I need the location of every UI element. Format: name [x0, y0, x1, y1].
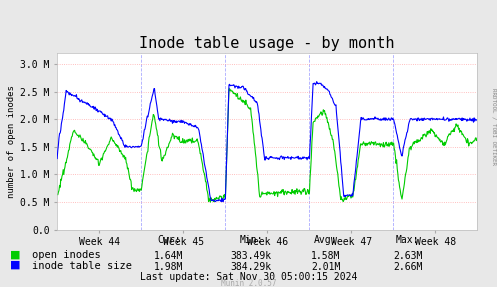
- Text: Last update: Sat Nov 30 05:00:15 2024: Last update: Sat Nov 30 05:00:15 2024: [140, 272, 357, 282]
- Text: 2.66M: 2.66M: [393, 262, 422, 272]
- Text: Cur:: Cur:: [157, 234, 181, 245]
- Text: 384.29k: 384.29k: [231, 262, 271, 272]
- Title: Inode table usage - by month: Inode table usage - by month: [139, 36, 395, 51]
- Text: Min:: Min:: [239, 234, 263, 245]
- Text: Munin 2.0.57: Munin 2.0.57: [221, 279, 276, 287]
- Text: 2.63M: 2.63M: [393, 251, 422, 261]
- Text: 2.01M: 2.01M: [311, 262, 340, 272]
- Text: 1.64M: 1.64M: [154, 251, 184, 261]
- Text: 383.49k: 383.49k: [231, 251, 271, 261]
- Text: 1.98M: 1.98M: [154, 262, 184, 272]
- Text: RRDTOOL / TOBI OETIKER: RRDTOOL / TOBI OETIKER: [491, 88, 496, 165]
- Text: Max:: Max:: [396, 234, 419, 245]
- Text: open inodes: open inodes: [32, 250, 101, 260]
- Text: 1.58M: 1.58M: [311, 251, 340, 261]
- Text: Avg:: Avg:: [314, 234, 337, 245]
- Text: ■: ■: [10, 249, 20, 259]
- Text: ■: ■: [10, 260, 20, 270]
- Text: inode table size: inode table size: [32, 261, 132, 271]
- Y-axis label: number of open inodes: number of open inodes: [7, 85, 16, 198]
